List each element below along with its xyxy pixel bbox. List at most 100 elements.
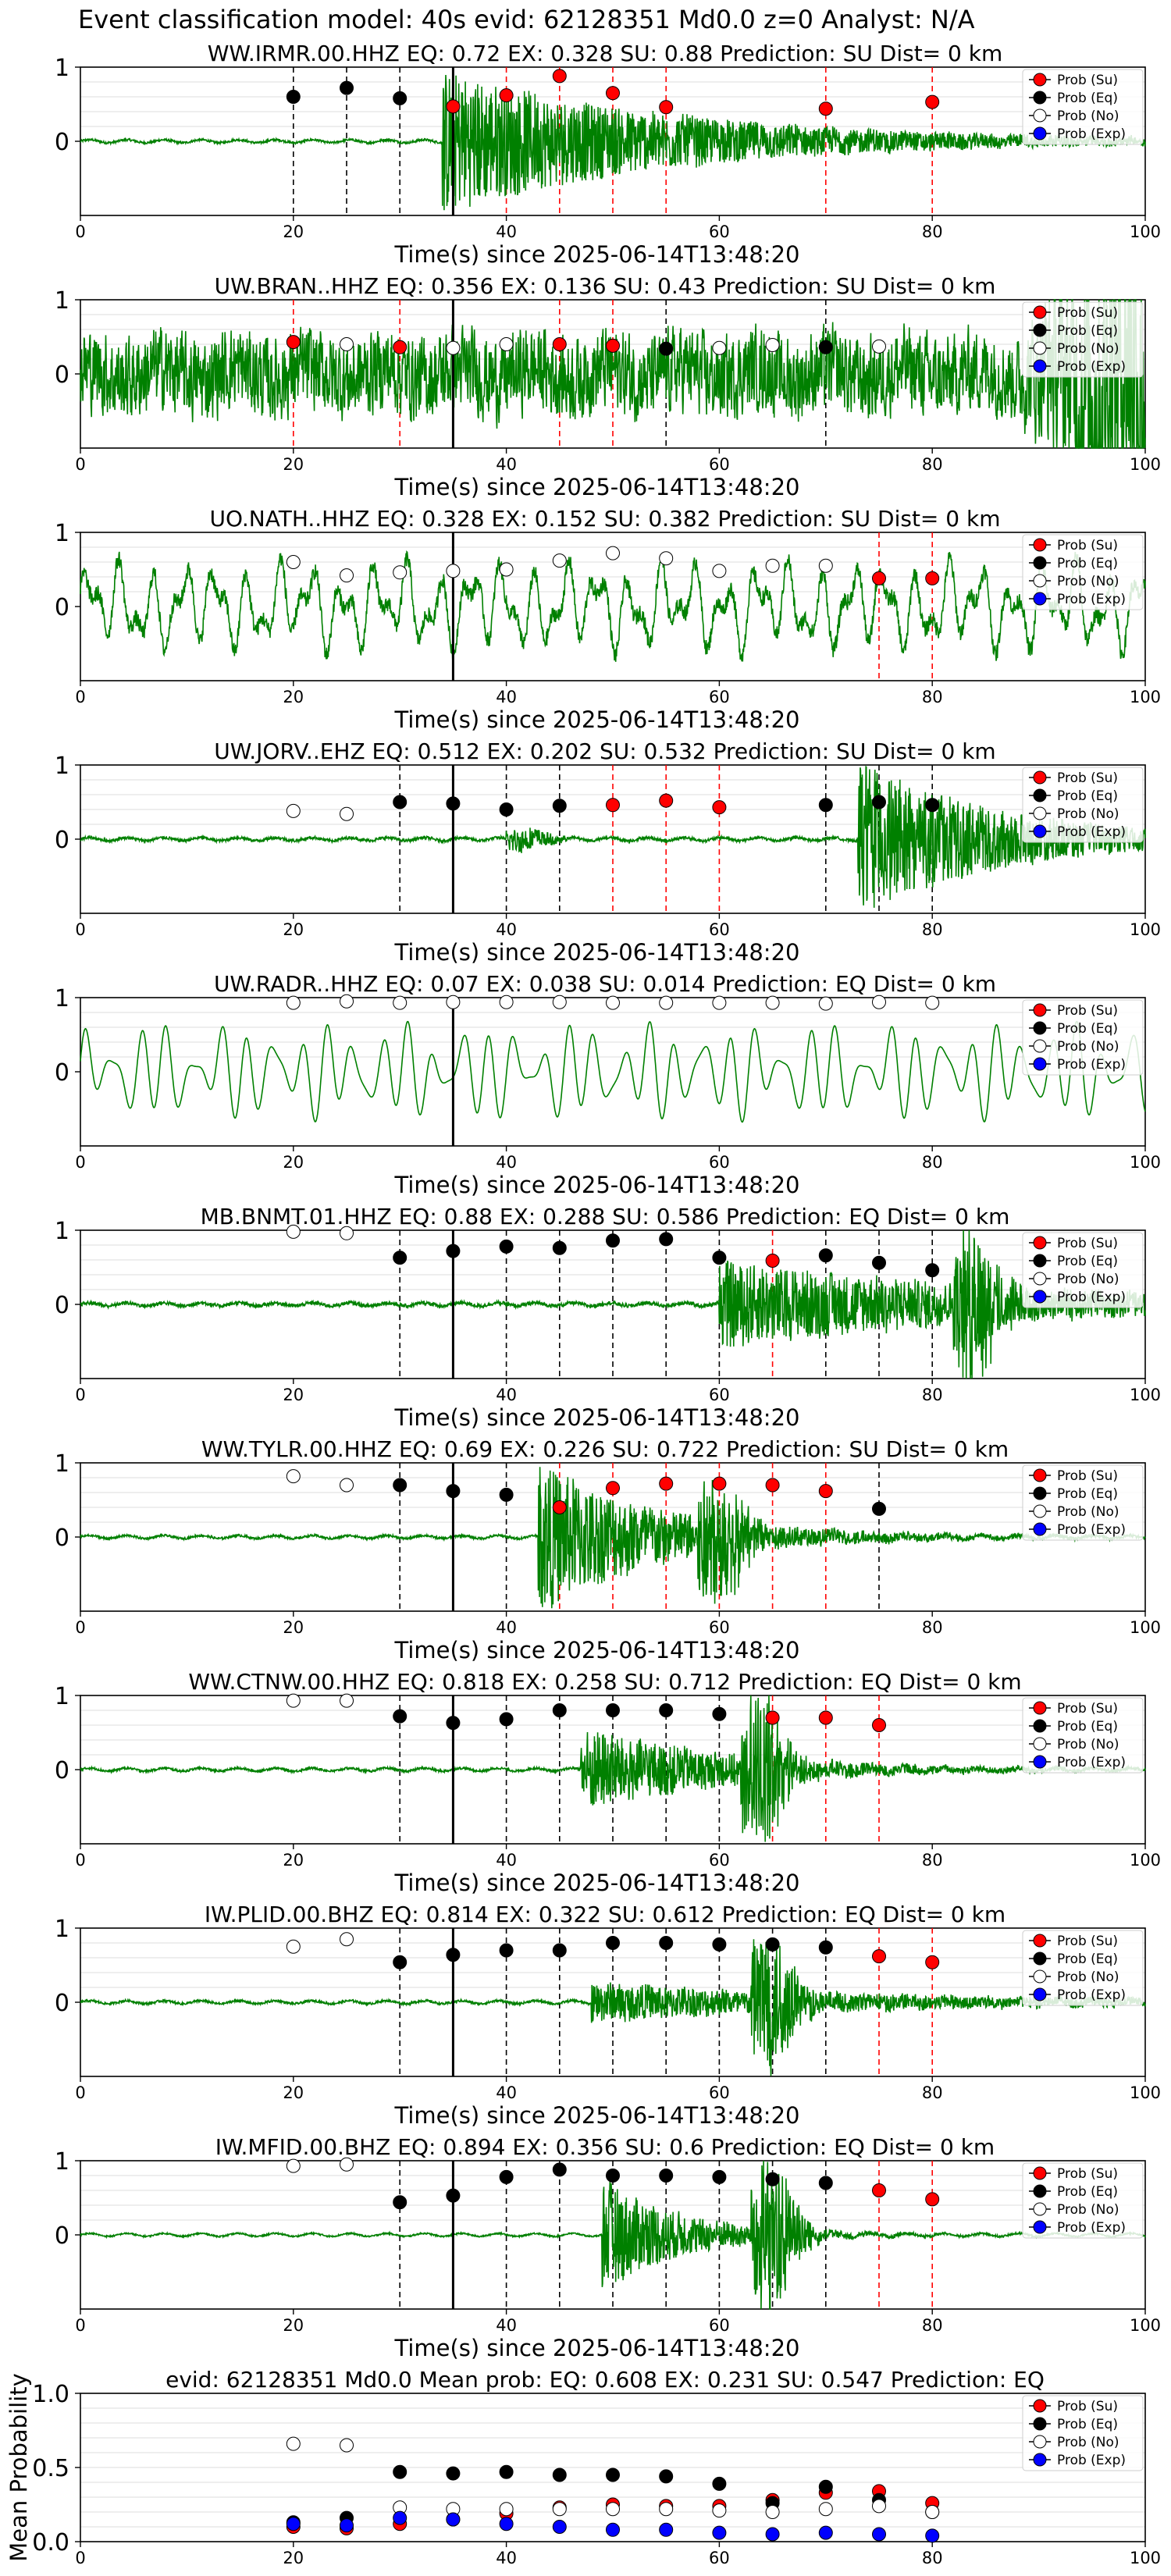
legend-marker [1033, 305, 1047, 319]
mean-point-exp [499, 2517, 514, 2532]
mean-point-no [818, 2502, 833, 2517]
legend-marker [1033, 538, 1047, 552]
legend-marker [1033, 1504, 1047, 1518]
y-tick-label: 1 [55, 55, 69, 82]
prob-point-eq [872, 1501, 886, 1516]
prob-point-eq [393, 2195, 408, 2210]
x-tick-label: 40 [496, 2083, 517, 2102]
x-tick-label: 0 [75, 688, 85, 706]
y-tick-label: 0 [55, 1292, 69, 1319]
prob-point-eq [818, 340, 833, 354]
mean-point-exp [446, 2512, 461, 2527]
legend-label: Prob (No) [1057, 109, 1119, 124]
legend-marker [1033, 1522, 1047, 1536]
prob-point-eq [446, 2188, 461, 2203]
prob-point-eq [818, 1248, 833, 1263]
x-tick-label: 40 [496, 2316, 517, 2335]
x-tick-label: 60 [709, 2083, 730, 2102]
legend-marker [1033, 359, 1047, 373]
legend-marker [1033, 2166, 1047, 2180]
x-tick-label: 80 [922, 455, 943, 474]
prob-point-eq [552, 799, 567, 813]
legend-label: Prob (Eq) [1057, 1254, 1118, 1269]
mean-point-eq [552, 2467, 567, 2482]
legend-marker [1033, 109, 1047, 123]
panel-title: MB.BNMT.01.HHZ EQ: 0.88 EX: 0.288 SU: 0.… [201, 1204, 1010, 1229]
legend-label: Prob (Eq) [1057, 323, 1118, 339]
prob-point-no [340, 1478, 354, 1493]
prob-point-eq [712, 1937, 727, 1952]
x-tick-label: 20 [283, 688, 304, 706]
legend: Prob (Su) Prob (Eq) Prob (No) Prob (Exp) [1022, 767, 1144, 843]
prob-point-no [286, 555, 301, 569]
prob-point-no [393, 995, 408, 1010]
x-tick-label: 40 [496, 1618, 517, 1637]
legend-marker [1033, 1003, 1047, 1017]
y-tick-label: 0 [55, 827, 69, 854]
legend-label: Prob (Exp) [1057, 1522, 1126, 1538]
y-tick-label: 1 [55, 1450, 69, 1478]
legend-marker [1033, 1254, 1047, 1268]
mean-point-eq [818, 2479, 833, 2494]
legend-label: Prob (Su) [1057, 1934, 1118, 1949]
mean-point-eq [446, 2466, 461, 2481]
x-tick-label: 100 [1130, 1851, 1161, 1870]
y-tick-label: 1 [55, 1218, 69, 1245]
y-tick-label: 0.0 [32, 2529, 69, 2556]
legend-label: Prob (No) [1057, 1272, 1119, 1287]
prob-point-eq [393, 795, 408, 809]
legend-marker [1033, 574, 1047, 588]
y-tick-label: 1 [55, 520, 69, 547]
mean-point-exp [765, 2527, 780, 2542]
prob-point-no [606, 995, 620, 1010]
y-tick-label: 0 [55, 1525, 69, 1552]
panel-title: UW.BRAN..HHZ EQ: 0.356 EX: 0.136 SU: 0.4… [215, 273, 996, 299]
legend-marker [1033, 592, 1047, 606]
legend-marker [1033, 2435, 1047, 2449]
prob-point-no [286, 1939, 301, 1954]
legend-box [1022, 767, 1144, 843]
prob-point-eq [872, 795, 886, 809]
prob-point-no [659, 551, 674, 566]
prob-point-su [765, 1253, 780, 1268]
prob-point-no [712, 340, 727, 355]
legend-box [1022, 1464, 1144, 1541]
axes-frame [80, 997, 1146, 1147]
prob-point-no [552, 994, 567, 1009]
prob-point-su [659, 1476, 674, 1491]
prob-point-eq [659, 1703, 674, 1717]
prob-point-su [712, 1476, 727, 1491]
x-tick-label: 40 [496, 222, 517, 241]
mean-point-eq [606, 2467, 620, 2482]
mean-point-exp [818, 2525, 833, 2540]
prob-point-eq [606, 1233, 620, 1248]
x-tick-label: 40 [496, 688, 517, 706]
mean-point-no [552, 2502, 567, 2517]
x-tick-label: 20 [283, 1851, 304, 1870]
panel-title: IW.PLID.00.BHZ EQ: 0.814 EX: 0.322 SU: 0… [205, 1902, 1005, 1927]
mean-point-exp [552, 2520, 567, 2534]
prob-point-no [340, 1693, 354, 1708]
prob-point-no [286, 2158, 301, 2173]
x-tick-label: 20 [283, 455, 304, 474]
station-panel-7: WW.TYLR.00.HHZ EQ: 0.69 EX: 0.226 SU: 0.… [55, 1436, 1161, 1663]
panel-title: WW.TYLR.00.HHZ EQ: 0.69 EX: 0.226 SU: 0.… [201, 1436, 1009, 1462]
prob-point-eq [499, 2169, 514, 2184]
mean-point-eq [499, 2464, 514, 2479]
prob-point-su [552, 1500, 567, 1514]
x-axis-label: Time(s) since 2025-06-14T13:48:20 [394, 474, 800, 500]
legend-label: Prob (Su) [1057, 1468, 1118, 1484]
legend-marker [1033, 2184, 1047, 2198]
legend-marker [1033, 1987, 1047, 2001]
legend: Prob (Su) Prob (Eq) Prob (No) Prob (Exp) [1022, 2162, 1144, 2239]
x-tick-label: 20 [283, 222, 304, 241]
x-axis-label: Time(s) since 2025-06-14T13:48:20 [394, 1404, 800, 1431]
legend-label: Prob (Su) [1057, 770, 1118, 786]
x-tick-label: 100 [1130, 222, 1161, 241]
x-axis-label: Time(s) since 2025-06-14T13:48:20 [394, 1637, 800, 1663]
legend-marker [1033, 1737, 1047, 1751]
station-panel-1: WW.IRMR.00.HHZ EQ: 0.72 EX: 0.328 SU: 0.… [55, 41, 1161, 268]
x-tick-label: 60 [709, 920, 730, 939]
figure-title: Event classification model: 40s evid: 62… [78, 5, 975, 34]
